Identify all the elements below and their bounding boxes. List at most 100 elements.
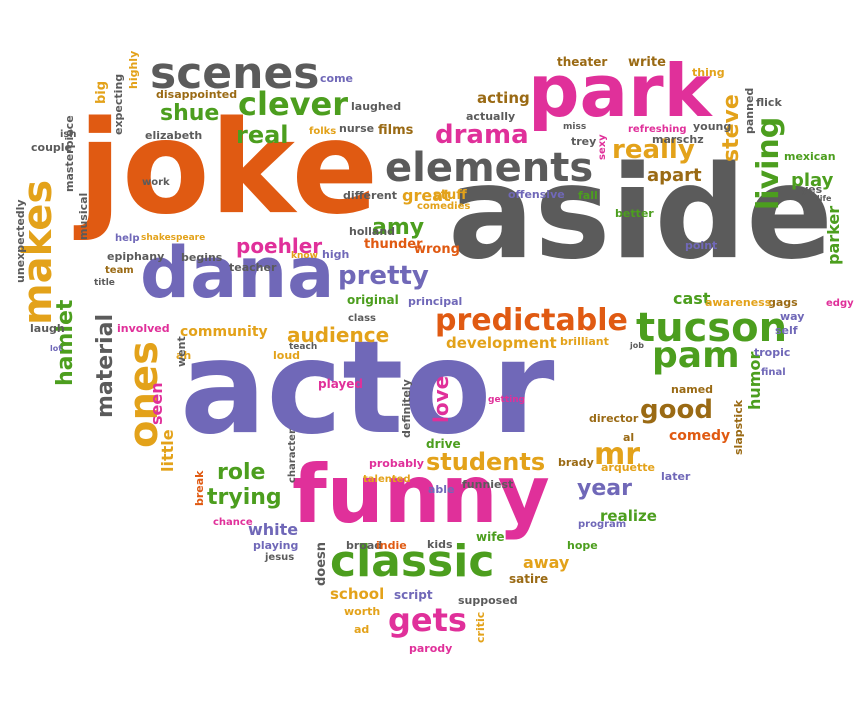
word: actor: [180, 314, 555, 463]
word: loud: [273, 349, 301, 362]
word: break: [193, 470, 206, 507]
word: edgy: [826, 298, 854, 309]
word: school: [330, 585, 385, 603]
word: critic: [474, 611, 487, 643]
word: flick: [756, 96, 782, 109]
word: acting: [477, 89, 530, 107]
word: al: [623, 431, 635, 444]
word: indie: [376, 539, 407, 552]
word: masterpiece: [63, 115, 76, 192]
word: point: [685, 239, 718, 252]
word: marschz: [652, 133, 704, 146]
word: tucson: [636, 305, 788, 351]
word: brilliant: [560, 335, 609, 348]
word: expecting: [112, 73, 125, 135]
word: really: [612, 135, 695, 165]
word: help: [115, 233, 140, 244]
word: different: [343, 189, 397, 202]
word: funniest: [462, 478, 514, 491]
word: know: [291, 251, 318, 261]
word: clever: [238, 85, 348, 123]
word: satire: [509, 572, 549, 586]
word: gets: [388, 601, 467, 639]
word: parker: [824, 205, 843, 265]
word: playing: [253, 539, 299, 552]
word: ah: [176, 349, 192, 362]
word: thunder: [364, 237, 423, 252]
word: elizabeth: [145, 129, 203, 142]
word: sexy: [597, 134, 608, 160]
word: program: [578, 519, 627, 530]
word: ad: [354, 623, 370, 636]
word: worth: [344, 605, 381, 618]
word: material: [93, 314, 118, 418]
word: thing: [692, 66, 725, 79]
word: ish: [60, 129, 77, 140]
word: scenes: [150, 48, 320, 99]
word: parody: [409, 642, 453, 655]
word: shakespeare: [141, 233, 206, 243]
word: drive: [426, 437, 461, 451]
word: classic: [330, 536, 495, 587]
word: nurse: [339, 122, 375, 135]
word: students: [426, 448, 546, 476]
word: jesus: [265, 552, 295, 563]
word: aside: [448, 139, 833, 288]
word: year: [577, 476, 632, 501]
word: played: [318, 377, 363, 391]
word: highly: [127, 50, 140, 89]
word: audience: [287, 323, 390, 347]
word: broad: [346, 539, 383, 552]
word: went: [175, 336, 188, 367]
word: high: [322, 248, 350, 261]
word: teacher: [229, 261, 277, 274]
word: wrong: [414, 242, 460, 257]
word: fall: [578, 189, 598, 202]
word: development: [446, 334, 557, 352]
word: refreshing: [628, 124, 687, 135]
word: brady: [558, 456, 594, 469]
word: seen: [147, 382, 166, 425]
word: probably: [369, 457, 424, 470]
word: script: [394, 588, 433, 602]
word: mexican: [784, 150, 836, 163]
word: hope: [567, 539, 598, 552]
word: slapstick: [732, 399, 745, 455]
word: musical: [77, 192, 90, 240]
word: epiphany: [107, 250, 165, 263]
word: miss: [563, 122, 587, 132]
word: doesn: [314, 541, 329, 586]
word: joke: [78, 94, 379, 243]
word: class: [348, 313, 377, 324]
word: community: [180, 324, 268, 340]
word: comedies: [417, 201, 471, 212]
word: work: [142, 177, 170, 188]
word: great: [402, 186, 451, 205]
word: talented: [363, 474, 411, 485]
word: humor: [745, 351, 764, 410]
word: begins: [181, 251, 223, 264]
word: laugh: [30, 322, 65, 335]
word: good: [640, 395, 713, 425]
word: predictable: [435, 303, 628, 338]
word: named: [671, 383, 714, 396]
word: title: [94, 278, 115, 288]
word: apart: [647, 165, 702, 186]
word: able: [428, 483, 455, 496]
word: team: [105, 265, 134, 276]
word: young: [693, 120, 732, 133]
word: panned: [743, 87, 756, 134]
word: final: [761, 367, 786, 378]
word: dana: [140, 232, 335, 314]
word: amy: [372, 215, 425, 240]
word: elements: [385, 145, 594, 191]
word: chance: [213, 517, 253, 528]
word: actually: [466, 110, 516, 123]
word: poehler: [236, 234, 323, 258]
word: white: [248, 520, 299, 539]
word: definitely: [400, 379, 413, 438]
word: pam: [652, 335, 740, 376]
word: little: [158, 429, 177, 472]
word: kids: [427, 538, 453, 551]
word: folks: [309, 126, 337, 137]
